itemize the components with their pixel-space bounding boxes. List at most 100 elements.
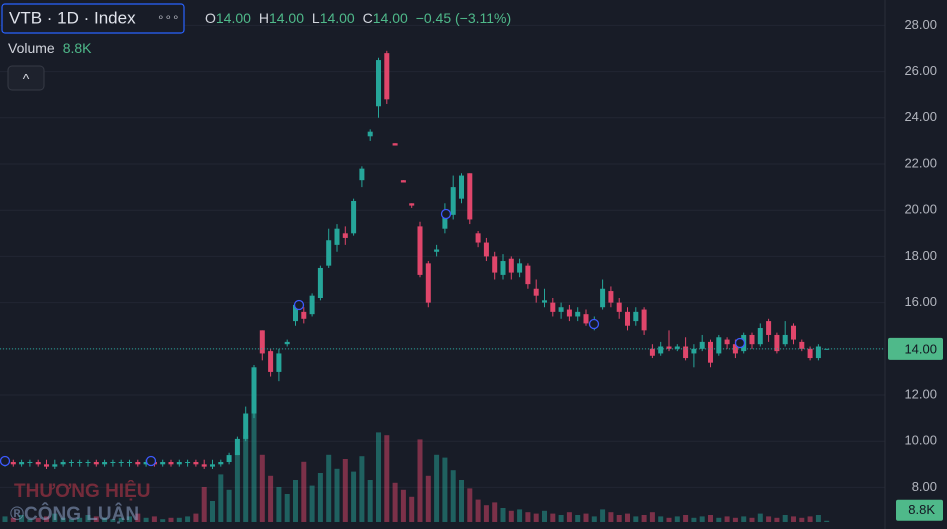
candle-body <box>251 367 257 414</box>
candle-body <box>633 311 639 322</box>
candle-body <box>508 258 514 273</box>
volume-bar <box>359 456 365 522</box>
candle-body <box>317 267 323 298</box>
candle-body <box>334 228 340 245</box>
y-tick-label: 18.00 <box>904 248 937 263</box>
volume-bar <box>234 452 240 522</box>
candle-body <box>824 348 830 350</box>
candle-body <box>102 462 108 465</box>
volume-bar <box>309 485 315 522</box>
y-tick-label: 16.00 <box>904 294 937 309</box>
volume-bar <box>193 513 199 522</box>
ohlc: O14.00 H14.00 L14.00 C14.00 −0.45 (−3.11… <box>205 10 511 26</box>
volume-tag <box>896 499 943 521</box>
candle-body <box>417 226 423 275</box>
volume-bar <box>243 435 249 522</box>
volume-bar <box>160 519 166 522</box>
volume-bar <box>658 516 664 522</box>
candle-body <box>799 341 805 349</box>
price-axis: 8.00 10.00 12.00 14.00 16.00 18.00 20.00 22.00 2… <box>884 0 947 529</box>
candle-body <box>766 321 772 335</box>
candle-body <box>774 334 780 352</box>
volume-bar <box>417 439 423 522</box>
volume-bar <box>799 517 805 522</box>
candle-body <box>259 330 265 354</box>
candle-body <box>143 462 149 465</box>
candle-body <box>649 348 655 356</box>
event-marker[interactable] <box>734 337 746 349</box>
volume-bar <box>102 517 108 522</box>
y-tick-label: 22.00 <box>904 155 937 170</box>
y-tick-label: 8.00 <box>912 479 937 494</box>
candle-body <box>450 187 456 215</box>
volume-bar <box>600 509 606 522</box>
volume-bar <box>757 513 763 522</box>
y-tick-label: 20.00 <box>904 202 937 217</box>
candle-body <box>716 337 722 354</box>
price-tag <box>888 337 943 360</box>
candle-body <box>110 462 116 464</box>
candle-body <box>127 462 132 464</box>
volume-bar <box>633 516 639 522</box>
candle-body <box>60 462 66 465</box>
volume-bar <box>35 517 41 522</box>
event-marker[interactable] <box>588 318 600 330</box>
volume-bar <box>782 515 788 522</box>
volume-bar <box>268 475 274 522</box>
watermark: THƯƠNG HIỆU ®CÔNG LUẬN <box>10 480 150 525</box>
value: 14.00 <box>373 10 408 26</box>
candle-body <box>68 462 74 464</box>
candle-body <box>301 311 307 319</box>
volume-bar <box>691 517 697 522</box>
volume-bar <box>409 496 415 522</box>
volume-bar <box>151 516 157 522</box>
candle-body <box>724 339 730 345</box>
volume-bar <box>176 517 182 522</box>
volume-bar <box>500 508 506 522</box>
candle-body <box>600 288 606 308</box>
volume-bar <box>517 509 523 522</box>
volume-bar <box>525 512 531 522</box>
symbol-box[interactable] <box>1 3 185 34</box>
candle-body <box>19 462 25 465</box>
event-marker[interactable] <box>293 299 305 311</box>
candle-body <box>409 203 415 206</box>
volume-bar <box>251 387 257 522</box>
volume-bar <box>708 515 713 522</box>
volume-bar <box>201 487 207 522</box>
candle-body <box>392 143 398 146</box>
candle-body <box>749 334 755 345</box>
candle-body <box>683 346 689 359</box>
y-tick-label: 10.00 <box>904 433 937 448</box>
menu[interactable]: ∘∘∘ <box>157 10 180 24</box>
volume-bar <box>467 488 473 522</box>
candle-body <box>575 311 581 317</box>
candle-body <box>666 346 672 349</box>
volume-bar <box>550 513 556 522</box>
volume-bar <box>85 515 91 522</box>
collapse-button[interactable] <box>7 65 45 91</box>
candle-body <box>376 60 381 107</box>
price-tag-label: 14.00 <box>904 341 937 356</box>
volume-bar <box>93 516 99 522</box>
label: C <box>363 10 373 26</box>
candle-body <box>27 462 33 464</box>
event-marker[interactable] <box>0 455 11 467</box>
volume-bar <box>575 515 581 522</box>
volume-bar <box>425 475 431 522</box>
candle-body <box>268 351 274 372</box>
candle-body <box>326 240 332 266</box>
candle-body <box>135 462 141 465</box>
volume-bar <box>367 480 373 522</box>
volume-bar <box>185 516 191 522</box>
volume-bar <box>284 494 290 522</box>
volume-bar <box>566 512 572 522</box>
event-marker[interactable] <box>145 455 157 467</box>
volume-bar <box>2 516 8 522</box>
event-marker[interactable] <box>440 208 452 220</box>
change: −0.45 (−3.11%) <box>416 10 511 26</box>
volume-bar <box>434 454 440 522</box>
volume-bar <box>815 515 821 522</box>
